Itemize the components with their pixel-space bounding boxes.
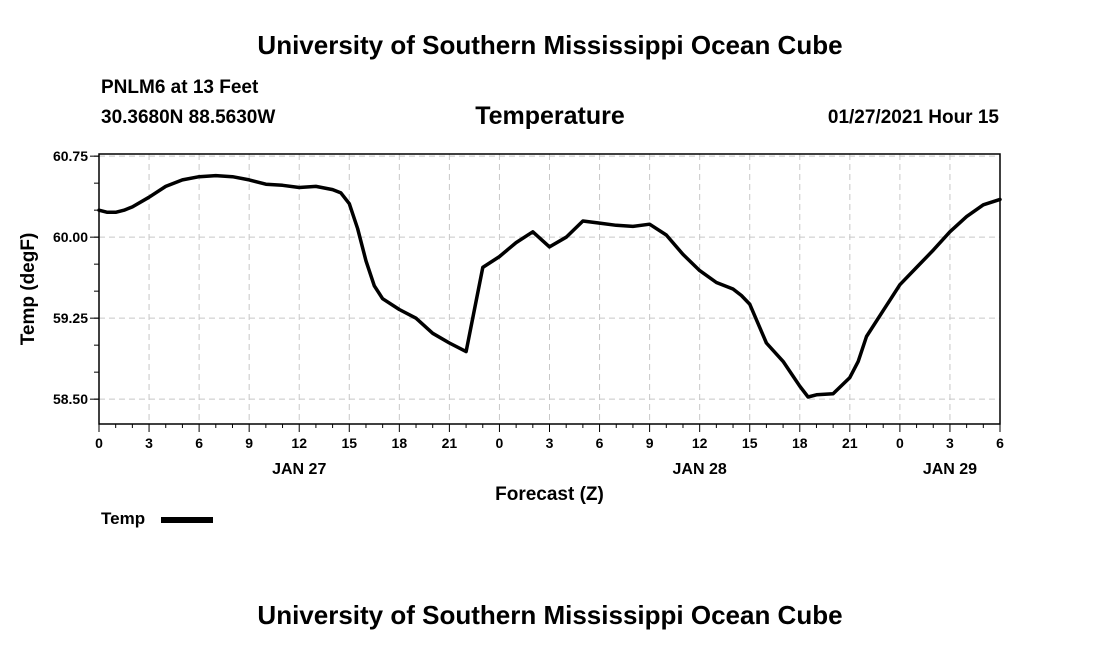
x-tick-label: 12 bbox=[291, 435, 307, 451]
station-coordinates: 30.3680N 88.5630W bbox=[101, 107, 276, 128]
station-label: PNLM6 at 13 Feet bbox=[101, 77, 259, 98]
y-axis-title: Temp (degF) bbox=[18, 233, 39, 346]
x-tick-label: 3 bbox=[546, 435, 554, 451]
x-tick-label: 9 bbox=[245, 435, 253, 451]
page-title: University of Southern Mississippi Ocean… bbox=[257, 30, 843, 60]
y-tick-label: 58.50 bbox=[53, 391, 88, 407]
x-tick-label: 18 bbox=[392, 435, 408, 451]
x-tick-label: 6 bbox=[996, 435, 1004, 451]
x-tick-label: 21 bbox=[842, 435, 858, 451]
x-axis-title: Forecast (Z) bbox=[495, 484, 604, 505]
x-tick-label: 0 bbox=[496, 435, 504, 451]
x-tick-label: 3 bbox=[946, 435, 954, 451]
x-tick-label: 6 bbox=[596, 435, 604, 451]
y-tick-label: 59.25 bbox=[53, 310, 88, 326]
x-tick-label: 15 bbox=[742, 435, 758, 451]
legend-line-swatch bbox=[161, 517, 213, 523]
series-line-temp bbox=[97, 173, 1002, 399]
forecast-datetime: 01/27/2021 Hour 15 bbox=[827, 107, 999, 128]
x-tick-label: 15 bbox=[341, 435, 357, 451]
y-tick-label: 60.00 bbox=[53, 229, 88, 245]
x-day-label: JAN 29 bbox=[923, 461, 977, 478]
x-tick-label: 12 bbox=[692, 435, 708, 451]
x-tick-label: 18 bbox=[792, 435, 808, 451]
legend-label: Temp bbox=[101, 509, 146, 528]
x-day-label: JAN 27 bbox=[272, 461, 326, 478]
x-tick-label: 6 bbox=[195, 435, 203, 451]
x-tick-label: 9 bbox=[646, 435, 654, 451]
chart-title: Temperature bbox=[475, 102, 625, 130]
x-tick-label: 0 bbox=[896, 435, 904, 451]
x-day-label: JAN 28 bbox=[673, 461, 727, 478]
y-tick-label: 60.75 bbox=[53, 148, 88, 164]
x-tick-label: 3 bbox=[145, 435, 153, 451]
x-tick-label: 0 bbox=[95, 435, 103, 451]
footer-title: University of Southern Mississippi Ocean… bbox=[257, 600, 843, 630]
x-tick-label: 21 bbox=[442, 435, 458, 451]
